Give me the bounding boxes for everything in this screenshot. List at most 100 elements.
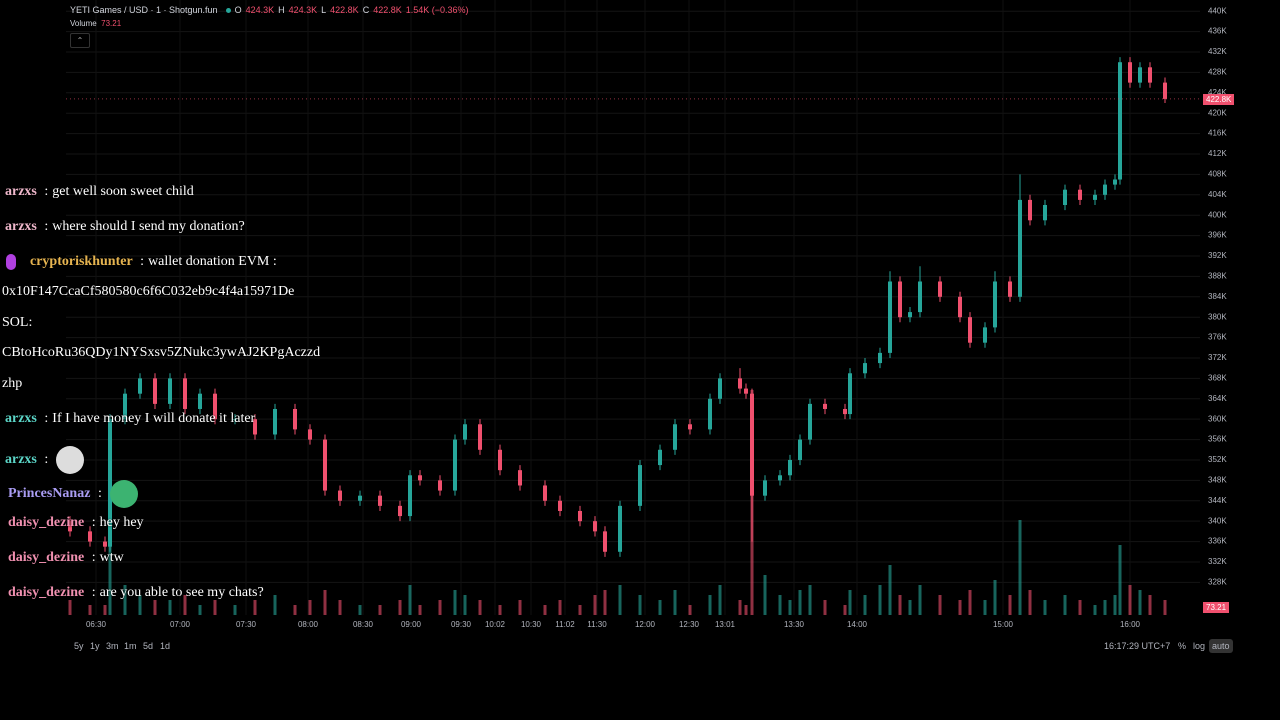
volume-bar	[1043, 600, 1047, 615]
chat-text: wtw	[99, 550, 124, 565]
volume-bar	[1063, 595, 1067, 615]
y-tick-label: 368K	[1208, 373, 1227, 382]
volume-bar	[233, 605, 237, 615]
candle-body	[808, 403, 812, 440]
candle-body	[618, 505, 622, 552]
volume-bar	[938, 595, 942, 615]
candle-body	[103, 541, 107, 547]
candle-body	[593, 521, 597, 532]
candle-body	[558, 500, 562, 511]
volume-bar	[358, 605, 362, 615]
label: L	[321, 5, 327, 15]
volume-bar	[543, 605, 547, 615]
candle-body	[1148, 67, 1152, 83]
candle-body	[183, 378, 187, 409]
candle-body	[1103, 184, 1107, 195]
candle-body	[718, 378, 722, 399]
x-tick-label: 13:01	[715, 620, 736, 629]
timeframe-button[interactable]: 1d	[160, 641, 171, 651]
x-tick-label: 07:30	[236, 620, 257, 629]
volume-bar	[273, 595, 277, 615]
x-tick-label: 10:30	[521, 620, 542, 629]
volume-bar	[708, 595, 712, 615]
chat-message: daisy_dezine : wtw	[8, 550, 124, 566]
log-button[interactable]: log	[1193, 641, 1206, 651]
timeframe-button[interactable]: 5y	[74, 641, 84, 651]
chat-text: wallet donation EVM :	[148, 254, 277, 270]
candle-body	[213, 393, 217, 420]
volume-bar	[788, 600, 792, 615]
x-tick-label: 12:00	[635, 620, 656, 629]
candle-body	[993, 281, 997, 328]
candle-body	[463, 424, 467, 440]
label: Volume	[70, 19, 97, 28]
y-tick-label: 328K	[1208, 577, 1227, 586]
volume-bar	[763, 575, 767, 615]
chat-separator: :	[97, 486, 102, 502]
mic-icon	[6, 254, 16, 270]
collapse-button[interactable]: ⌃	[70, 33, 90, 48]
candle-body	[418, 475, 422, 481]
y-tick-label: 396K	[1208, 231, 1227, 240]
volume-bar	[1113, 595, 1117, 615]
chat-user: daisy_dezine	[8, 515, 85, 530]
timeframe-button[interactable]: 3m	[106, 641, 119, 651]
candle-body	[603, 531, 607, 552]
x-tick-label: 09:30	[451, 620, 472, 629]
candle-body	[848, 373, 852, 415]
volume-bar	[498, 605, 502, 615]
candle-body	[658, 449, 662, 466]
volume-bar	[418, 605, 422, 615]
candle-body	[308, 429, 312, 440]
auto-button[interactable]: auto	[1209, 639, 1233, 653]
chat-text: get well soon sweet child	[52, 184, 194, 199]
candle-body	[1008, 281, 1012, 297]
volume-bar	[253, 600, 257, 615]
candle-body	[918, 281, 922, 313]
timeframe-button[interactable]: 5d	[143, 641, 154, 651]
candle-body	[543, 485, 547, 501]
chat-text: where should I send my donation?	[52, 219, 245, 234]
candle-body	[123, 393, 127, 420]
volume-bar	[744, 605, 748, 615]
y-tick-label: 404K	[1208, 190, 1227, 199]
volume-bar	[153, 600, 157, 615]
change: 1.54K (−0.36%)	[405, 5, 469, 15]
volume-bar	[1163, 600, 1167, 615]
candle-body	[108, 419, 112, 547]
y-tick-label: 384K	[1208, 292, 1227, 301]
chat-text: are you able to see my chats?	[99, 585, 264, 600]
timeframe-button[interactable]: 1m	[124, 641, 137, 651]
value: 422.8K	[330, 5, 359, 15]
volume-bar	[673, 590, 677, 615]
x-tick-label: 11:02	[555, 620, 575, 629]
chat-separator: :	[91, 550, 96, 565]
x-tick-label: 06:30	[86, 620, 107, 629]
chat-message: cryptoriskhunter : wallet donation EVM :	[0, 254, 277, 270]
y-tick-label: 412K	[1208, 149, 1227, 158]
label: C	[362, 5, 370, 15]
timeframe-button[interactable]: 1y	[90, 641, 100, 651]
volume-bar	[183, 595, 187, 615]
chat-message: PrincesNanaz :	[8, 480, 138, 508]
candle-body	[638, 465, 642, 506]
candle-body	[863, 363, 867, 374]
candle-body	[478, 424, 482, 450]
chat-separator: :	[91, 585, 96, 600]
candle-body	[1063, 189, 1067, 205]
percent-button[interactable]: %	[1178, 641, 1187, 651]
chat-text: SOL:	[2, 315, 33, 330]
volume-bar	[138, 595, 142, 615]
volume-bar	[308, 600, 312, 615]
y-tick-label: 424K	[1208, 88, 1227, 97]
volume-bar	[198, 605, 202, 615]
volume-bar	[478, 600, 482, 615]
candle-body	[293, 408, 297, 430]
value: 424.3K	[288, 5, 318, 15]
candle-body	[763, 480, 767, 496]
candle-body	[778, 475, 782, 481]
candle-body	[843, 408, 847, 415]
y-tick-label: 408K	[1208, 170, 1227, 179]
candle-body	[888, 281, 892, 353]
